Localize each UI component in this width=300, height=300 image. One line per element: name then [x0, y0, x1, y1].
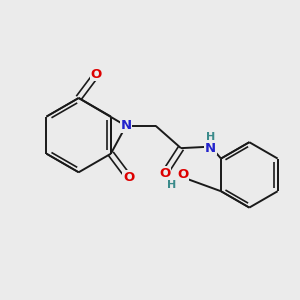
Text: O: O: [159, 167, 170, 180]
Text: H: H: [167, 180, 177, 190]
Text: N: N: [205, 142, 216, 154]
Text: O: O: [91, 68, 102, 81]
Text: O: O: [123, 171, 134, 184]
Text: N: N: [120, 119, 131, 132]
Text: H: H: [206, 132, 215, 142]
Text: O: O: [177, 168, 189, 182]
